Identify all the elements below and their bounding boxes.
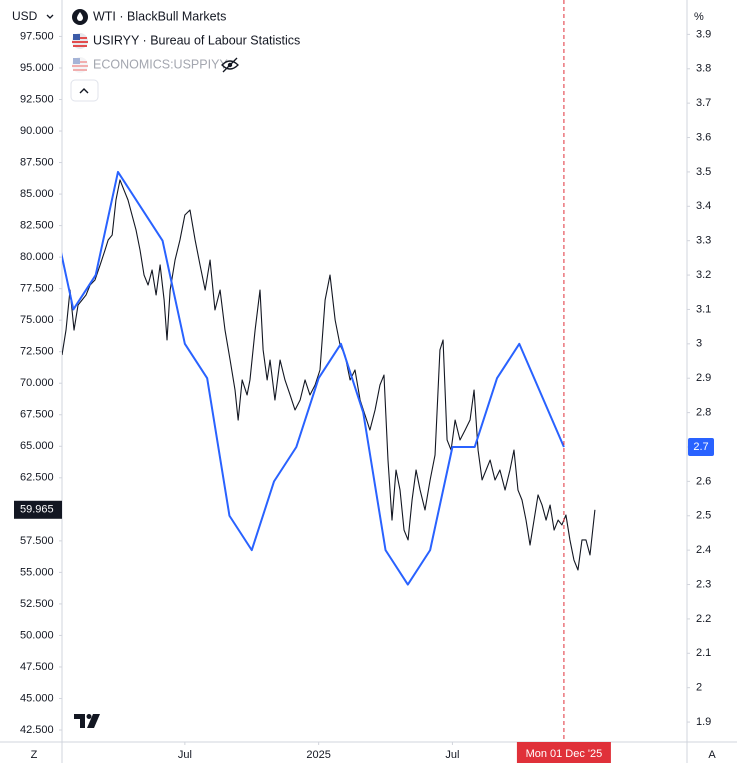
y-tick-label: 45.000 [20,692,54,704]
y-tick-label: 87.500 [20,156,54,168]
y2-tick-label: 3.7 [696,97,711,109]
hide-eye-icon[interactable] [221,57,239,73]
y2-tick-label: 3.8 [696,63,711,75]
plot-area [62,170,596,586]
y2-tick-label: 3.4 [696,200,711,212]
series-line [62,179,596,571]
y-tick-label: 52.500 [20,598,54,610]
y-tick-label: 82.500 [20,220,54,232]
y-tick-label: 70.000 [20,377,54,389]
legend-entry[interactable]: WTI · BlackBull Markets [93,9,226,23]
x-tick-label: Jul [445,749,459,761]
y2-tick-label: 3.1 [696,303,711,315]
y2-tick-label: 1.9 [696,716,711,728]
eye-slash [222,57,238,73]
y-tick-label: 90.000 [20,125,54,137]
y2-tick-label: 2.3 [696,578,711,590]
y-tick-label: 42.500 [20,724,54,736]
y-tick-label: 92.500 [20,93,54,105]
y2-tick-label: 3.6 [696,131,711,143]
y-tick-label: 72.500 [20,346,54,358]
y2-tick-label: 2.5 [696,510,711,522]
y-tick-label: 80.000 [20,251,54,263]
y-tick-label: 50.000 [20,629,54,641]
logo-part [74,714,85,728]
hidden-indicator-icon [72,57,88,73]
scale-button[interactable]: A [708,749,716,761]
legend-entry[interactable]: USIRYY · Bureau of Labour Statistics [93,33,300,47]
y-tick-label: 57.500 [20,535,54,547]
y2-tick-label: 2.4 [696,544,711,556]
y2-unit: % [694,11,704,23]
x-tick-label: Jul [178,749,192,761]
y-tick-label: 77.500 [20,283,54,295]
y-tick-label: 97.500 [20,30,54,42]
collapse-chevron [79,88,89,94]
y2-tick-label: 2.1 [696,647,711,659]
y2-tick-label: 2 [696,682,702,694]
last-value-box [688,437,714,456]
hidden-indicator[interactable]: ECONOMICS:USPPIYY [93,57,228,71]
y2-tick-label: 3.3 [696,235,711,247]
y-tick-label: 47.500 [20,661,54,673]
logo-part [86,714,92,719]
currency-label[interactable]: USD [12,9,38,23]
last-value-label: 2.7 [693,441,708,453]
crosshair-label: Mon 01 Dec '25 [526,748,603,760]
series-line [62,170,565,586]
x-tick-label: 2025 [306,749,330,761]
y-tick-label: 55.000 [20,566,54,578]
last-value-label: 59.965 [20,504,54,516]
scale-button[interactable]: Z [31,749,38,761]
y-tick-label: 85.000 [20,188,54,200]
us-flag-stripes [72,61,88,71]
tv-logo [74,714,100,728]
y2-tick-label: 3.2 [696,269,711,281]
us-flag [72,57,88,73]
collapse-button[interactable] [70,79,99,102]
y2-tick-label: 2.2 [696,613,711,625]
y2-tick-label: 2.6 [696,475,711,487]
last-value-box [14,500,62,519]
y-tick-label: 75.000 [20,314,54,326]
crosshair-label-box [516,742,611,763]
y2-tick-label: 3.5 [696,166,711,178]
y2-tick-label: 3.9 [696,28,711,40]
y-tick-label: 62.500 [20,472,54,484]
legend: WTI · BlackBull Markets USIRYY · Bureau … [70,9,300,102]
currency-chevron [46,14,54,19]
y2-tick-label: 3 [696,338,702,350]
logo-part [87,714,100,728]
y-tick-label: 65.000 [20,440,54,452]
y-tick-label: 95.000 [20,62,54,74]
us-flag-canton [73,58,80,64]
y2-tick-label: 2.9 [696,372,711,384]
y-tick-label: 67.500 [20,409,54,421]
us-flag-canton [73,34,80,40]
wti-drop [77,12,83,21]
y2-tick-label: 2.8 [696,407,711,419]
